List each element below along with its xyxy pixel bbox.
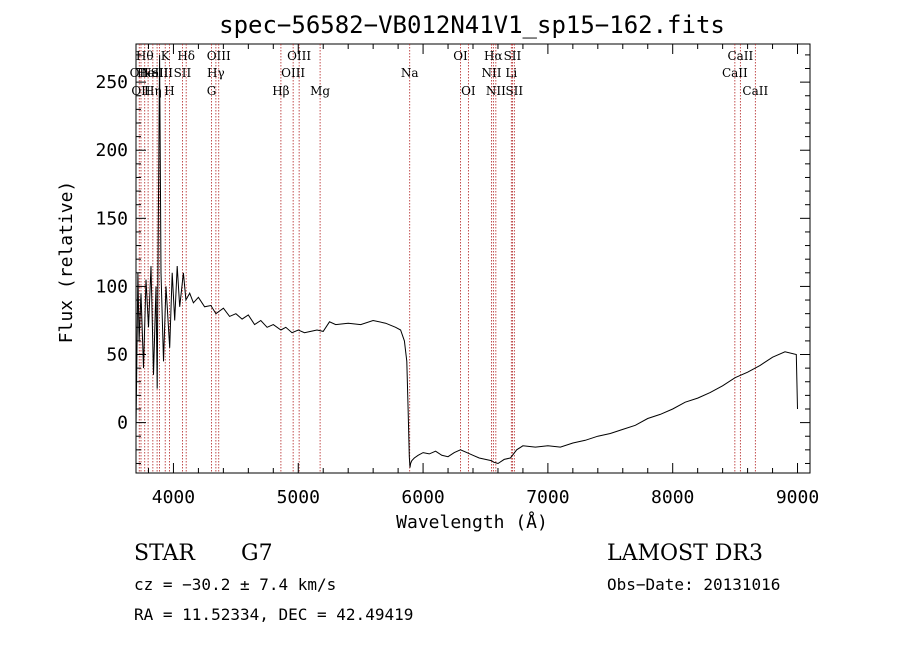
line-label-10: Hδ: [177, 49, 195, 63]
line-label-3: HeI: [137, 66, 160, 80]
line-label-26: SII: [505, 84, 523, 98]
line-label-28: CaII: [727, 49, 753, 63]
line-label-18: Na: [401, 66, 419, 80]
line-label-2: Hθ: [136, 49, 154, 63]
line-label-4: Hη: [144, 84, 162, 98]
line-label-1: OII: [131, 84, 151, 98]
survey-name: LAMOST DR3: [607, 541, 763, 566]
line-label-24: Li: [505, 66, 517, 80]
y-tick-label-2: 100: [95, 276, 128, 297]
coordinates: RA = 11.52334, DEC = 42.49419: [134, 605, 413, 624]
line-label-11: G: [207, 84, 217, 98]
line-label-21: NII: [481, 66, 501, 80]
x-tick-label-1: 5000: [277, 487, 320, 508]
spectral-line-markers: [138, 44, 756, 473]
line-label-7: K: [161, 49, 171, 63]
observation-date: Obs−Date: 20131016: [607, 575, 780, 594]
line-label-23: NII: [486, 84, 506, 98]
y-axis-ticks: 0 50 100 150 200 250: [95, 54, 810, 464]
line-label-15: OIII: [281, 66, 305, 80]
redshift-cz: cz = −30.2 ± 7.4 km/s: [134, 575, 336, 594]
line-label-14: Hβ: [272, 84, 289, 98]
line-label-29: CaII: [742, 84, 768, 98]
line-label-17: Mg: [310, 84, 330, 98]
spectrum-line: [135, 54, 798, 468]
plot-frame: [135, 43, 811, 474]
x-tick-label-4: 8000: [651, 487, 694, 508]
line-label-25: SII: [504, 49, 522, 63]
line-label-19: OI: [453, 49, 468, 63]
line-label-22: Hα: [484, 49, 503, 63]
y-tick-label-1: 50: [106, 345, 128, 366]
object-subclass: G7: [241, 541, 273, 566]
x-tick-label-0: 4000: [152, 487, 195, 508]
y-tick-label-4: 200: [95, 140, 128, 161]
line-label-5: NeIII: [141, 66, 173, 80]
line-label-12: Hγ: [207, 66, 225, 80]
spectral-line-labels: OIIOIIHθHeIHηNeIIISIIKHSIIHδGHγOIIIHβOII…: [130, 49, 769, 98]
line-label-9: SII: [174, 66, 192, 80]
line-label-0: OII: [130, 66, 150, 80]
y-tick-label-0: 0: [117, 413, 128, 434]
chart-title: spec−56582−VB012N41V1_sp15−162.fits: [219, 11, 725, 39]
y-axis-label: Flux (relative): [56, 181, 77, 344]
line-label-8: H: [164, 84, 174, 98]
line-label-27: CaII: [722, 66, 748, 80]
y-tick-label-3: 150: [95, 208, 128, 229]
line-label-20: OI: [461, 84, 476, 98]
y-tick-label-5: 250: [95, 72, 128, 93]
x-tick-label-2: 6000: [401, 487, 444, 508]
line-label-13: OIII: [207, 49, 231, 63]
x-tick-label-5: 9000: [776, 487, 819, 508]
x-axis-label: Wavelength (Å): [396, 511, 548, 533]
x-tick-label-3: 7000: [526, 487, 569, 508]
object-class: STAR: [134, 541, 196, 566]
x-axis-ticks: 4000 5000 6000 7000 8000 9000: [147, 44, 819, 508]
line-label-16: OIII: [287, 49, 311, 63]
